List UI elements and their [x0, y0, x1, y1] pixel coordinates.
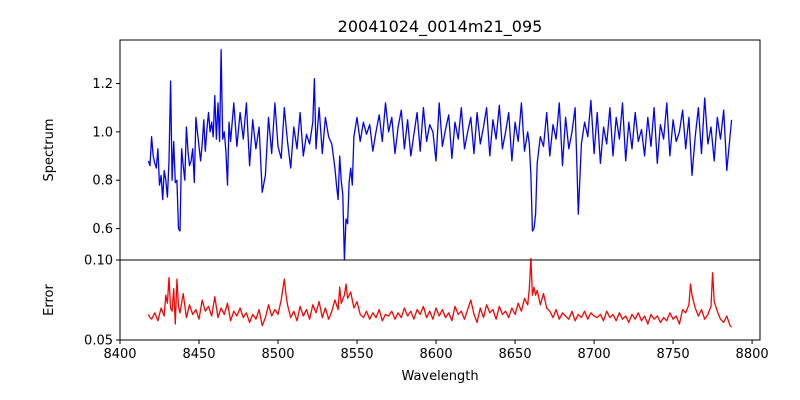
spectrum-y-tick-label: 1.0 — [92, 125, 113, 140]
x-tick-label: 8700 — [578, 347, 611, 362]
x-tick-label: 8600 — [420, 347, 453, 362]
spectrum-y-tick-label: 0.8 — [92, 174, 113, 189]
x-tick-label: 8500 — [261, 347, 294, 362]
spectrum-y-ticks: 0.6 0.8 1.0 1.2 — [92, 77, 120, 237]
error-line — [147, 257, 733, 328]
x-tick-label: 8750 — [657, 347, 690, 362]
spectrum-y-tick-label: 1.2 — [92, 77, 113, 92]
error-axes-frame — [119, 259, 761, 341]
x-tick-label: 8650 — [499, 347, 532, 362]
spectrum-line — [147, 49, 733, 261]
spectrum-series — [147, 49, 733, 261]
error-series — [147, 257, 733, 328]
error-y-tick-label: 0.05 — [84, 334, 113, 349]
error-panel: 0.05 0.10 Error — [42, 254, 761, 349]
error-y-tick-label: 0.10 — [84, 254, 113, 269]
x-tick-label: 8400 — [103, 347, 136, 362]
spectrum-y-tick-label: 0.6 — [92, 222, 113, 237]
x-tick-label: 8450 — [182, 347, 215, 362]
error-y-ticks: 0.05 0.10 — [84, 254, 120, 349]
x-axis-label: Wavelength — [401, 369, 478, 384]
spectrum-y-axis-label: Spectrum — [42, 119, 57, 182]
x-axis-ticks: 8400 8450 8500 8550 8600 8650 8700 8750 8800 — [103, 340, 769, 362]
error-y-axis-label: Error — [42, 284, 57, 316]
chart-title: 20041024_0014m21_095 — [338, 17, 543, 37]
x-tick-label: 8550 — [340, 347, 373, 362]
x-tick-label: 8800 — [736, 347, 769, 362]
